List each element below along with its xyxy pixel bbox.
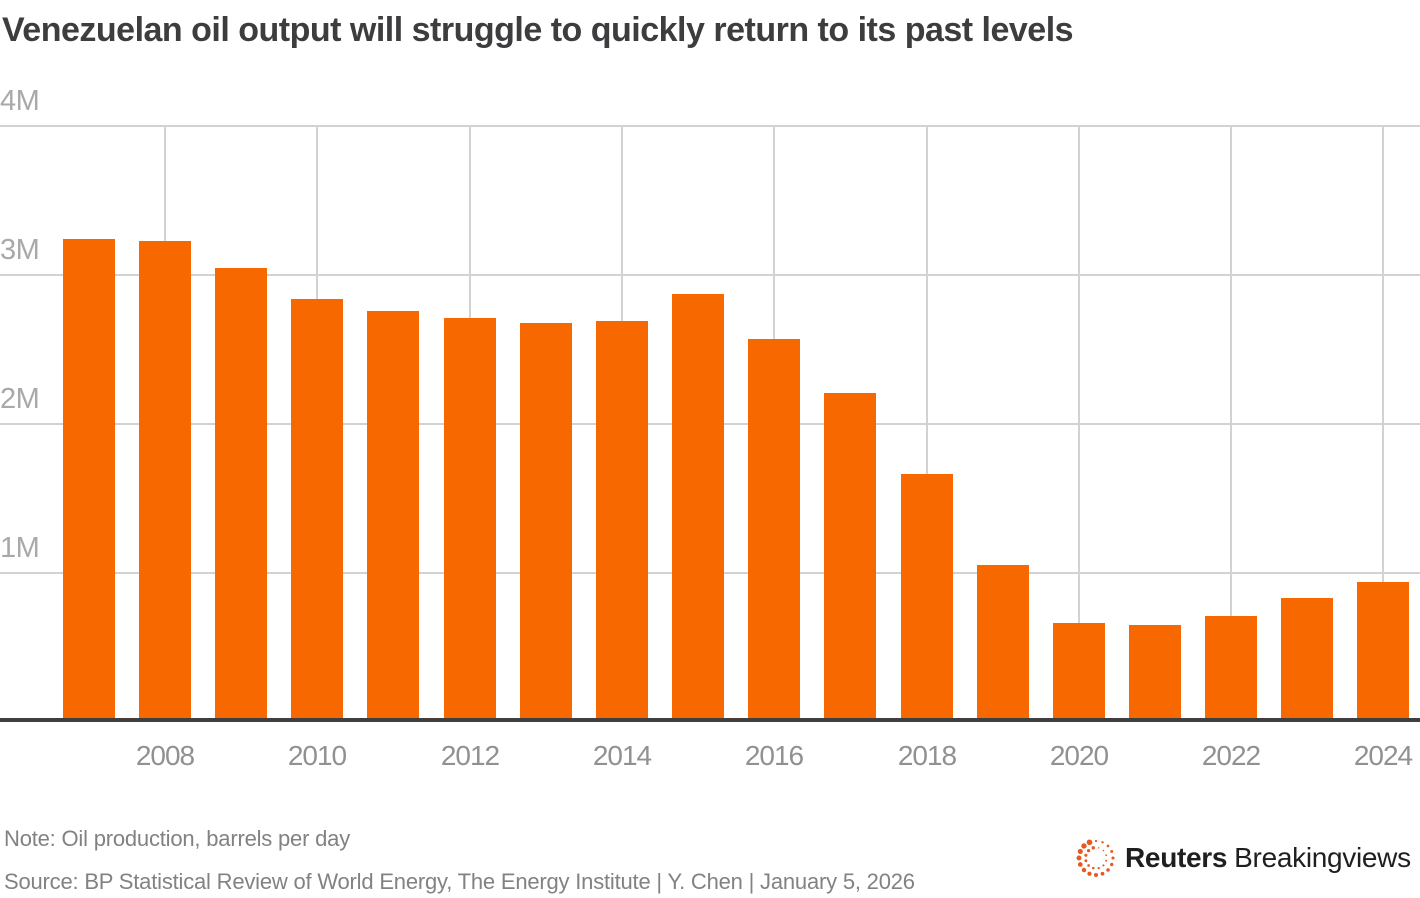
x-gridline-2024: [1382, 126, 1384, 719]
x-gridline-2018: [926, 126, 928, 719]
x-gridline-2020: [1078, 126, 1080, 719]
y-axis-tick-label: 4M: [0, 85, 40, 117]
x-axis-tick-label: 2020: [1049, 740, 1109, 771]
bar-2023: [1281, 598, 1333, 722]
x-gridline-2022: [1230, 126, 1232, 719]
x-axis-tick-label: 2018: [897, 740, 957, 771]
x-axis-tick-label: 2016: [744, 740, 804, 771]
x-axis-tick-label: 2012: [440, 740, 500, 771]
x-axis-tick-label: 2010: [287, 740, 347, 771]
bar-2021: [1129, 625, 1181, 722]
bar-2015: [672, 294, 724, 721]
bar-2017: [824, 393, 876, 722]
x-axis-baseline: [0, 718, 1420, 722]
reuters-dotted-circle-logo-icon: [1076, 839, 1115, 878]
brand-reuters-label: Reuters: [1125, 842, 1228, 873]
y-axis-tick-label: 3M: [0, 234, 40, 266]
bar-2020: [1053, 623, 1105, 721]
chart-note: Note: Oil production, barrels per day: [4, 826, 350, 851]
x-axis-tick-label: 2008: [135, 740, 195, 771]
bar-2012: [444, 318, 496, 721]
bar-2008: [139, 241, 191, 722]
chart-title: Venezuelan oil output will struggle to q…: [2, 11, 1074, 49]
y-axis-tick-label: 1M: [0, 532, 40, 564]
bar-2018: [901, 474, 953, 721]
bar-2024: [1357, 582, 1409, 722]
y-gridline-4M: [0, 125, 1420, 127]
x-axis-tick-label: 2014: [592, 740, 652, 771]
bar-2013: [520, 323, 572, 722]
brand-lockup: Reuters Breakingviews: [1074, 836, 1411, 880]
y-gridline-3M: [0, 274, 1420, 276]
bar-2016: [748, 339, 800, 721]
x-axis-tick-label: 2024: [1353, 740, 1413, 771]
chart-source: Source: BP Statistical Review of World E…: [4, 869, 915, 894]
bar-2011: [367, 311, 419, 722]
bar-2010: [291, 299, 343, 722]
bar-2019: [977, 565, 1029, 721]
bar-2014: [596, 321, 648, 721]
bar-2022: [1205, 616, 1257, 722]
bar-2009: [215, 268, 267, 722]
x-axis-tick-label: 2022: [1201, 740, 1261, 771]
brand-breakingviews-label: Breakingviews: [1234, 842, 1411, 873]
bar-2007: [63, 239, 115, 721]
bar-chart-plot-area: 1M 2M 3M 4M 2008 2010 2012 2014 2016 2018 2020 2022…: [0, 85, 1420, 771]
y-axis-tick-label: 2M: [0, 383, 40, 415]
